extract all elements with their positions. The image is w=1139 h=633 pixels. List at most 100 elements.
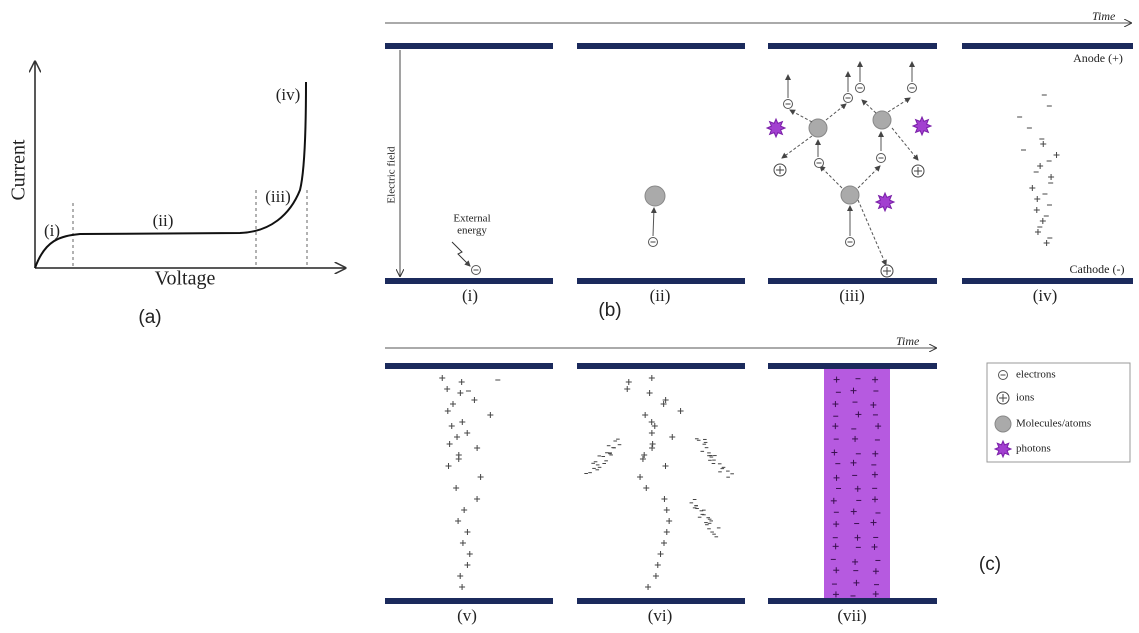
plus-sign [445,408,451,414]
caption: (c) [979,554,1001,575]
plus-sign [446,463,452,469]
plus-sign [1040,218,1046,224]
plus-sign [1054,152,1060,158]
plus-sign [444,386,450,392]
plus-sign [1044,240,1050,246]
plus-sign [464,562,470,568]
field-label: Electric field [386,146,398,204]
arrow [858,200,886,265]
plus-sign [647,390,653,396]
iv-curve [35,82,306,268]
plus-sign [453,485,459,491]
plus-sign [1048,174,1054,180]
plus-sign [661,496,667,502]
plus-sign [678,408,684,414]
plus-sign [653,573,659,579]
photon [913,117,931,135]
molecule [645,186,665,206]
plus-sign [474,496,480,502]
x-label: Voltage [155,268,216,290]
plasma-channel [824,369,890,598]
plus-sign [461,507,467,513]
panel-c: Time (v) (vi) (vii) (c) [385,334,1001,625]
plus-sign [1034,207,1040,213]
plus-sign [664,529,670,535]
anode [385,43,553,49]
stage-label: (vii) [837,606,866,625]
stage-label: (iii) [839,286,865,305]
cathode [768,598,937,604]
plus-sign [464,430,470,436]
legend-item: electrons [1016,369,1056,381]
region-label: (iv) [276,85,301,104]
figure: Current Voltage (i) (ii) (iii) (iv) (a) … [0,0,1139,633]
anode [962,43,1133,49]
arrow [826,104,846,120]
plus-sign [662,463,668,469]
stage-label: (i) [462,286,478,305]
plus-sign [637,474,643,480]
anode [385,363,553,369]
plus-sign [666,518,672,524]
external-energy: External [453,213,490,225]
plus-sign [450,401,456,407]
plus-sign [655,562,661,568]
arrow [820,166,842,188]
plus-sign [1035,229,1041,235]
legend-item: photons [1016,443,1051,455]
stage-label: (ii) [650,286,671,305]
stage-label: (v) [457,606,477,625]
region-label: (ii) [153,211,174,230]
plus-sign [459,419,465,425]
plus-sign [474,445,480,451]
plus-sign [649,375,655,381]
region-label: (iii) [265,187,291,206]
plus-sign [439,375,445,381]
plus-sign [649,430,655,436]
molecule [841,186,859,204]
cathode [577,278,745,284]
stage-label: (iv) [1033,286,1058,305]
plus-sign [624,386,630,392]
plus-sign [1040,141,1046,147]
plus-sign [626,379,632,385]
plus-sign [643,485,649,491]
arrow [790,110,812,122]
caption: (a) [138,307,161,328]
plus-sign [456,456,462,462]
plus-sign [649,445,655,451]
external-energy: energy [457,225,487,237]
plus-sign [649,419,655,425]
plus-sign [487,412,493,418]
plus-sign [669,434,675,440]
cathode [385,598,553,604]
plus-sign [457,573,463,579]
legend: electrons ions Molecules/atoms photons [987,363,1130,462]
cathode-label: Cathode (-) [1070,262,1125,276]
anode [768,363,937,369]
stage-label: (vi) [648,606,673,625]
plus-sign [652,423,658,429]
plus-sign [640,456,646,462]
molecule [873,111,891,129]
time-label: Time [896,334,920,348]
plus-sign [454,434,460,440]
arrow [892,128,918,160]
plus-sign [447,441,453,447]
cathode [577,598,745,604]
plus-sign [658,551,664,557]
plus-sign [478,474,484,480]
cathode [962,278,1133,284]
caption: (b) [598,300,621,321]
molecule [995,416,1011,432]
anode-label: Anode (+) [1073,51,1123,65]
photon [767,119,785,137]
legend-item: Molecules/atoms [1016,418,1091,430]
time-label: Time [1092,9,1116,23]
arrow [782,136,812,158]
plus-sign [471,397,477,403]
y-label: Current [8,139,30,201]
plus-sign [449,423,455,429]
arrow [858,166,880,188]
plus-sign [650,441,656,447]
